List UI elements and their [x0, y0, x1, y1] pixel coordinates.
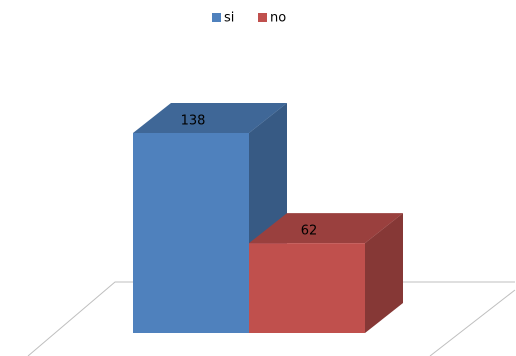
- legend-label: no: [270, 11, 286, 26]
- bar: [133, 133, 249, 333]
- legend-swatch: [258, 13, 267, 22]
- data-label: 62: [301, 224, 318, 239]
- legend-label: si: [224, 11, 234, 26]
- bar-top: [249, 213, 403, 244]
- legend-swatch: [212, 13, 221, 22]
- bar-top: [133, 103, 287, 133]
- data-label: 138: [181, 114, 206, 129]
- bar: [249, 243, 365, 333]
- bar-side: [365, 213, 403, 333]
- floor-edge: [429, 289, 516, 356]
